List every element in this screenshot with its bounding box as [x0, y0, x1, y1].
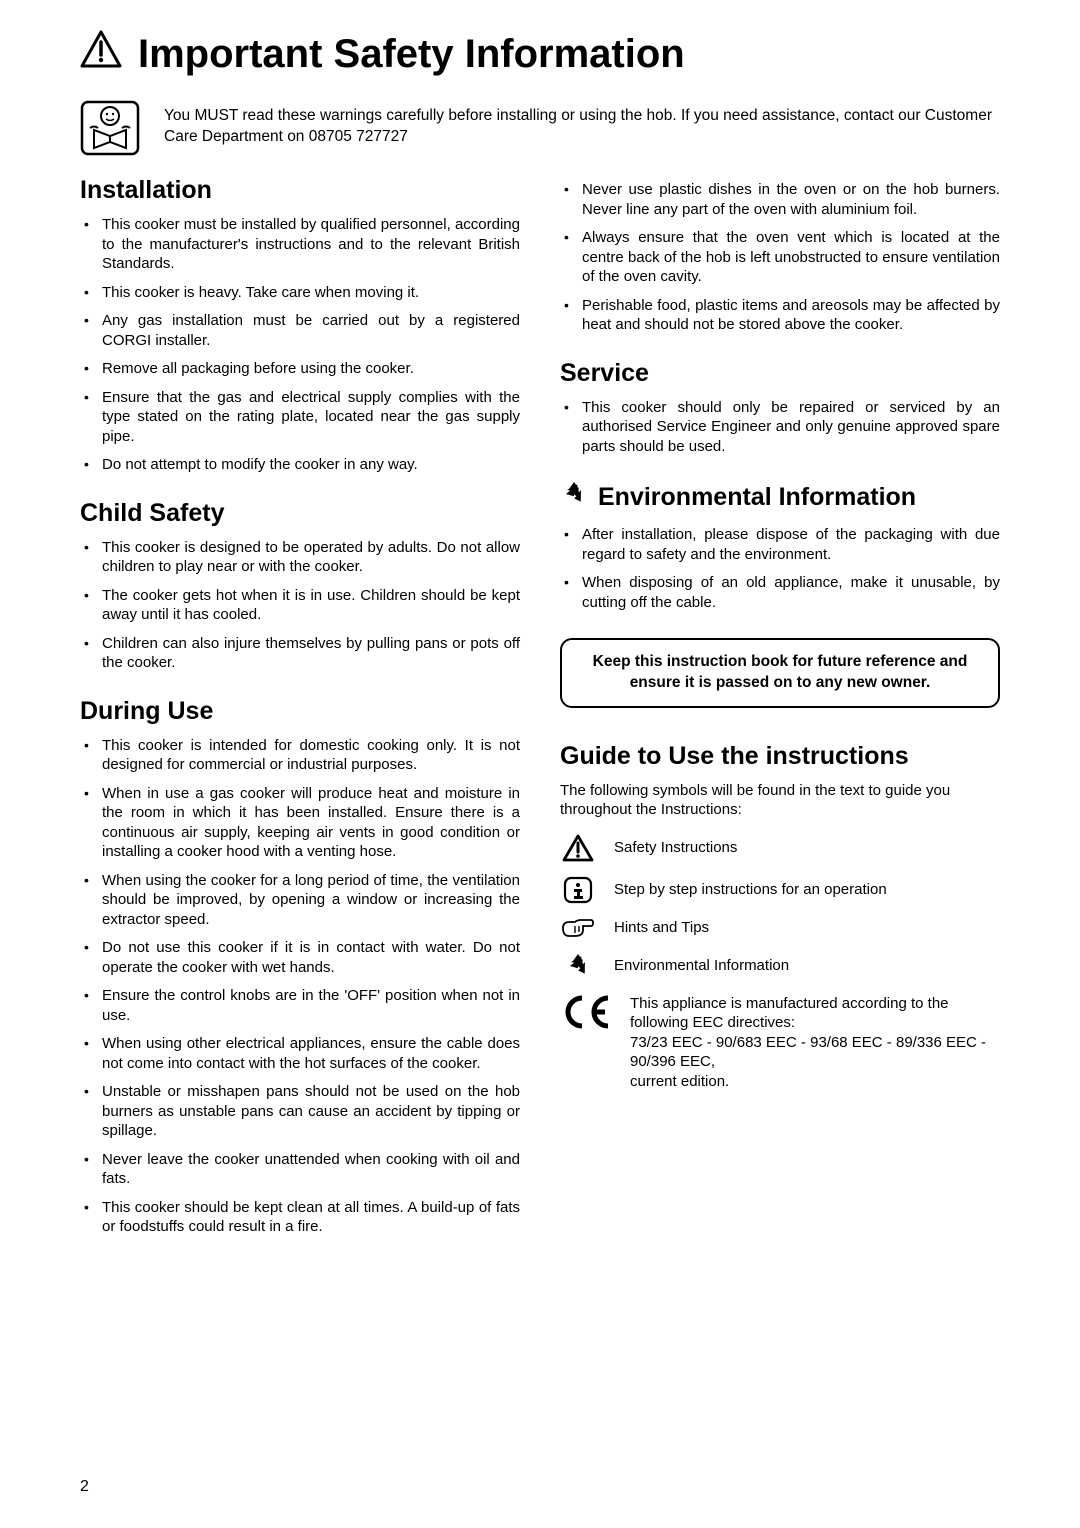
- guide-desc: The following symbols will be found in t…: [560, 781, 1000, 820]
- list-item: The cooker gets hot when it is in use. C…: [80, 586, 520, 625]
- keep-instruction-box: Keep this instruction book for future re…: [560, 638, 1000, 708]
- symbol-env: Environmental Information: [560, 952, 1000, 980]
- list-item: Never leave the cooker unattended when c…: [80, 1150, 520, 1189]
- warning-triangle-icon: [80, 30, 122, 78]
- list-item: When disposing of an old appliance, make…: [560, 573, 1000, 612]
- during-use-list-cont: Never use plastic dishes in the oven or …: [560, 180, 1000, 335]
- symbol-hints: Hints and Tips: [560, 918, 1000, 938]
- list-item: Always ensure that the oven vent which i…: [560, 228, 1000, 287]
- installation-heading: Installation: [80, 176, 520, 205]
- ce-directive: This appliance is manufactured according…: [560, 994, 1000, 1092]
- list-item: Perishable food, plastic items and areos…: [560, 296, 1000, 335]
- list-item: This cooker should be kept clean at all …: [80, 1198, 520, 1237]
- installation-list: This cooker must be installed by qualifi…: [80, 215, 520, 475]
- page-title: Important Safety Information: [80, 30, 1000, 78]
- left-column: Installation This cooker must be install…: [80, 176, 520, 1246]
- ce-mark-icon: [560, 994, 612, 1036]
- symbol-safety: Safety Instructions: [560, 834, 1000, 862]
- symbol-label: Step by step instructions for an operati…: [614, 881, 887, 898]
- list-item: Ensure that the gas and electrical suppl…: [80, 388, 520, 447]
- list-item: This cooker should only be repaired or s…: [560, 398, 1000, 457]
- list-item: This cooker must be installed by qualifi…: [80, 215, 520, 274]
- child-safety-list: This cooker is designed to be operated b…: [80, 538, 520, 673]
- info-icon: [560, 876, 596, 904]
- list-item: Unstable or misshapen pans should not be…: [80, 1082, 520, 1141]
- during-use-heading: During Use: [80, 697, 520, 726]
- page-number: 2: [80, 1478, 89, 1496]
- list-item: Ensure the control knobs are in the 'OFF…: [80, 986, 520, 1025]
- recycle-icon: [560, 480, 588, 515]
- recycle-icon: [560, 952, 596, 980]
- list-item: After installation, please dispose of th…: [560, 525, 1000, 564]
- list-item: This cooker is intended for domestic coo…: [80, 736, 520, 775]
- list-item: Children can also injure themselves by p…: [80, 634, 520, 673]
- service-list: This cooker should only be repaired or s…: [560, 398, 1000, 457]
- symbol-label: Environmental Information: [614, 957, 789, 974]
- list-item: This cooker is designed to be operated b…: [80, 538, 520, 577]
- environmental-list: After installation, please dispose of th…: [560, 525, 1000, 612]
- during-use-list: This cooker is intended for domestic coo…: [80, 736, 520, 1237]
- guide-heading: Guide to Use the instructions: [560, 742, 1000, 771]
- symbol-label: Hints and Tips: [614, 919, 709, 936]
- environmental-heading: Environmental Information: [560, 480, 1000, 515]
- read-manual-icon: [80, 100, 140, 156]
- symbol-step: Step by step instructions for an operati…: [560, 876, 1000, 904]
- symbol-label: Safety Instructions: [614, 839, 737, 856]
- list-item: Never use plastic dishes in the oven or …: [560, 180, 1000, 219]
- right-column: Never use plastic dishes in the oven or …: [560, 176, 1000, 1246]
- service-heading: Service: [560, 359, 1000, 388]
- list-item: Do not use this cooker if it is in conta…: [80, 938, 520, 977]
- list-item: When using other electrical appliances, …: [80, 1034, 520, 1073]
- list-item: Do not attempt to modify the cooker in a…: [80, 455, 520, 475]
- list-item: Any gas installation must be carried out…: [80, 311, 520, 350]
- list-item: Remove all packaging before using the co…: [80, 359, 520, 379]
- title-text: Important Safety Information: [138, 32, 685, 77]
- warning-triangle-icon: [560, 834, 596, 862]
- ce-text: This appliance is manufactured according…: [630, 994, 1000, 1092]
- intro-text: You MUST read these warnings carefully b…: [164, 100, 1000, 148]
- child-safety-heading: Child Safety: [80, 499, 520, 528]
- hand-point-icon: [560, 918, 596, 938]
- list-item: When using the cooker for a long period …: [80, 871, 520, 930]
- intro-row: You MUST read these warnings carefully b…: [80, 100, 1000, 156]
- list-item: This cooker is heavy. Take care when mov…: [80, 283, 520, 303]
- list-item: When in use a gas cooker will produce he…: [80, 784, 520, 862]
- environmental-heading-text: Environmental Information: [598, 483, 916, 512]
- content-columns: Installation This cooker must be install…: [80, 176, 1000, 1246]
